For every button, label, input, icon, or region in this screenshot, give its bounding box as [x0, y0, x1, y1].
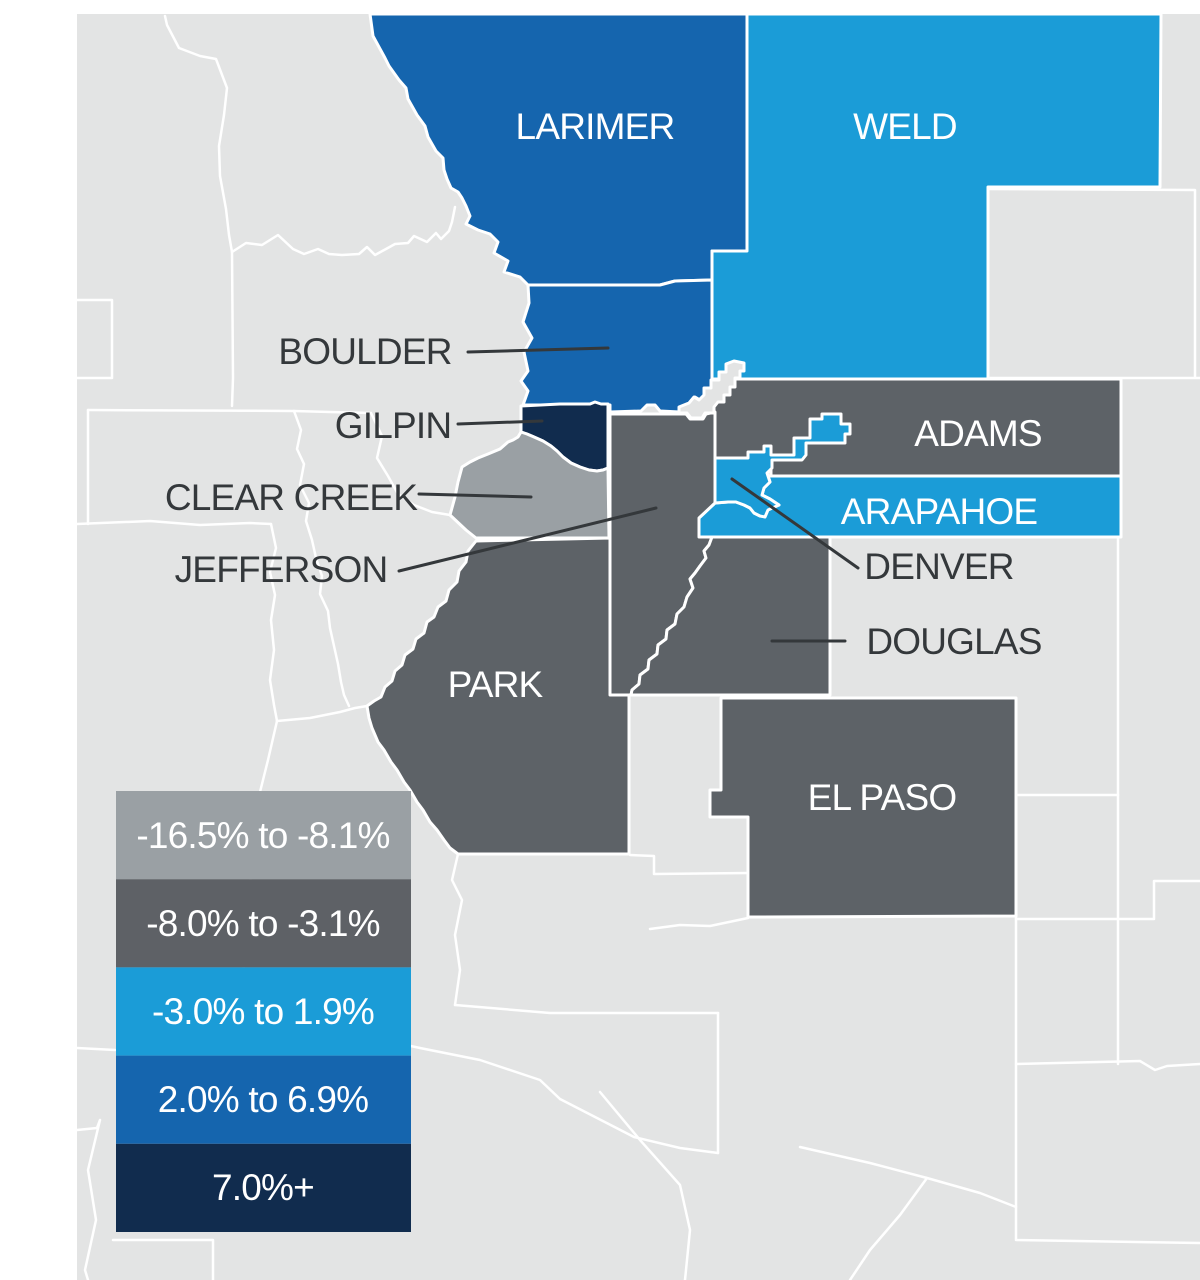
svg-text:ARAPAHOE: ARAPAHOE [841, 491, 1038, 532]
svg-text:DOUGLAS: DOUGLAS [866, 621, 1041, 662]
svg-text:WELD: WELD [853, 106, 957, 147]
svg-text:EL PASO: EL PASO [808, 777, 957, 818]
svg-text:LARIMER: LARIMER [516, 106, 675, 147]
svg-text:ADAMS: ADAMS [914, 413, 1042, 454]
svg-text:DENVER: DENVER [864, 546, 1013, 587]
svg-text:2.0% to 6.9%: 2.0% to 6.9% [158, 1079, 369, 1120]
svg-text:JEFFERSON: JEFFERSON [175, 549, 388, 590]
svg-text:7.0%+: 7.0%+ [212, 1167, 314, 1208]
svg-text:CLEAR CREEK: CLEAR CREEK [165, 477, 418, 518]
svg-text:GILPIN: GILPIN [335, 405, 452, 446]
svg-text:-16.5% to -8.1%: -16.5% to -8.1% [136, 815, 389, 856]
svg-text:-8.0% to -3.1%: -8.0% to -3.1% [146, 903, 380, 944]
svg-text:-3.0% to 1.9%: -3.0% to 1.9% [152, 991, 374, 1032]
svg-text:PARK: PARK [448, 664, 544, 705]
svg-text:BOULDER: BOULDER [278, 331, 451, 372]
